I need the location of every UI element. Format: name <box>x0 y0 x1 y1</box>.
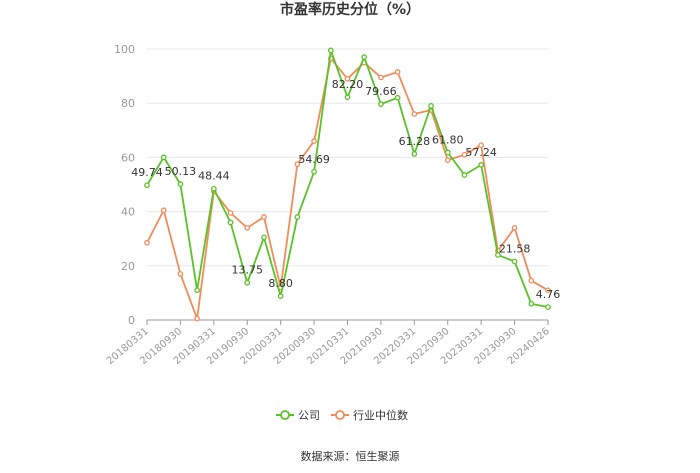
series-point <box>194 287 200 294</box>
series-point <box>277 293 284 300</box>
series-point <box>160 154 167 161</box>
series-point <box>478 162 485 168</box>
y-tick-label: 20 <box>121 260 135 273</box>
series-point <box>361 54 368 60</box>
series-point <box>511 225 518 231</box>
data-label: 50.13 <box>165 165 197 178</box>
series-point <box>261 234 267 241</box>
legend-label: 公司 <box>298 409 320 422</box>
series-point <box>461 172 468 178</box>
series-point <box>144 182 150 189</box>
series-point <box>261 214 267 220</box>
series-point <box>411 151 418 157</box>
series-point <box>160 207 167 214</box>
data-label: 21.58 <box>499 243 531 256</box>
data-label: 61.28 <box>399 135 431 148</box>
data-label: 48.44 <box>198 170 230 183</box>
legend[interactable]: 公司 行业中位数 <box>276 408 408 422</box>
legend-label: 行业中位数 <box>353 408 408 422</box>
series-point <box>444 157 451 163</box>
series-point <box>144 239 150 246</box>
legend-item-company[interactable]: 公司 <box>276 409 320 422</box>
y-tick-label: 80 <box>121 97 135 110</box>
legend-item-industry-median[interactable]: 行业中位数 <box>331 408 408 422</box>
series-point <box>394 94 401 101</box>
y-tick-label: 0 <box>128 314 135 327</box>
axes: 0204060801002018033120180930201903312019… <box>105 43 552 367</box>
series-point <box>177 271 184 277</box>
series-point <box>528 277 535 284</box>
data-label: 4.76 <box>536 288 561 301</box>
series-point <box>227 219 234 226</box>
series-point <box>244 279 251 286</box>
y-tick-label: 60 <box>121 151 135 164</box>
data-label: 54.69 <box>298 153 330 166</box>
data-label: 13.75 <box>232 264 264 277</box>
series-point <box>444 149 451 156</box>
legend-marker-icon <box>335 410 345 420</box>
chart-title: 市盈率历史分位（%） <box>280 1 420 18</box>
data-label: 49.74 <box>131 166 163 179</box>
data-label: 79.66 <box>365 85 397 98</box>
legend-marker-icon <box>280 410 290 420</box>
series-point <box>294 214 301 220</box>
y-tick-label: 40 <box>121 206 135 219</box>
series <box>144 47 551 322</box>
series-point <box>378 74 384 81</box>
series-company <box>144 47 551 310</box>
data-label: 61.80 <box>432 134 464 147</box>
series-point <box>210 185 217 192</box>
series-point <box>194 315 200 322</box>
series-point <box>511 258 518 265</box>
data-label: 57.24 <box>465 146 497 159</box>
series-point <box>545 304 551 310</box>
series-point <box>294 161 301 168</box>
series-point <box>411 111 418 117</box>
series-point <box>344 94 351 101</box>
y-tick-label: 100 <box>114 43 135 56</box>
series-point <box>528 300 535 307</box>
series-point <box>311 138 317 144</box>
series-point <box>344 75 351 82</box>
series-point <box>428 103 434 109</box>
series-point <box>495 252 501 258</box>
data-label: 8.80 <box>268 277 293 290</box>
data-label: 82.20 <box>332 78 364 91</box>
series-point <box>244 225 251 231</box>
series-point <box>461 151 468 158</box>
series-point <box>478 142 485 149</box>
grid <box>147 48 548 267</box>
series-point <box>177 181 184 187</box>
series-point <box>545 287 551 294</box>
series-point <box>394 69 401 75</box>
series-point <box>327 47 334 54</box>
source-text: 数据来源：恒生聚源 <box>301 449 400 463</box>
series-point <box>227 210 234 216</box>
series-point <box>311 168 317 175</box>
series-point <box>378 101 384 107</box>
